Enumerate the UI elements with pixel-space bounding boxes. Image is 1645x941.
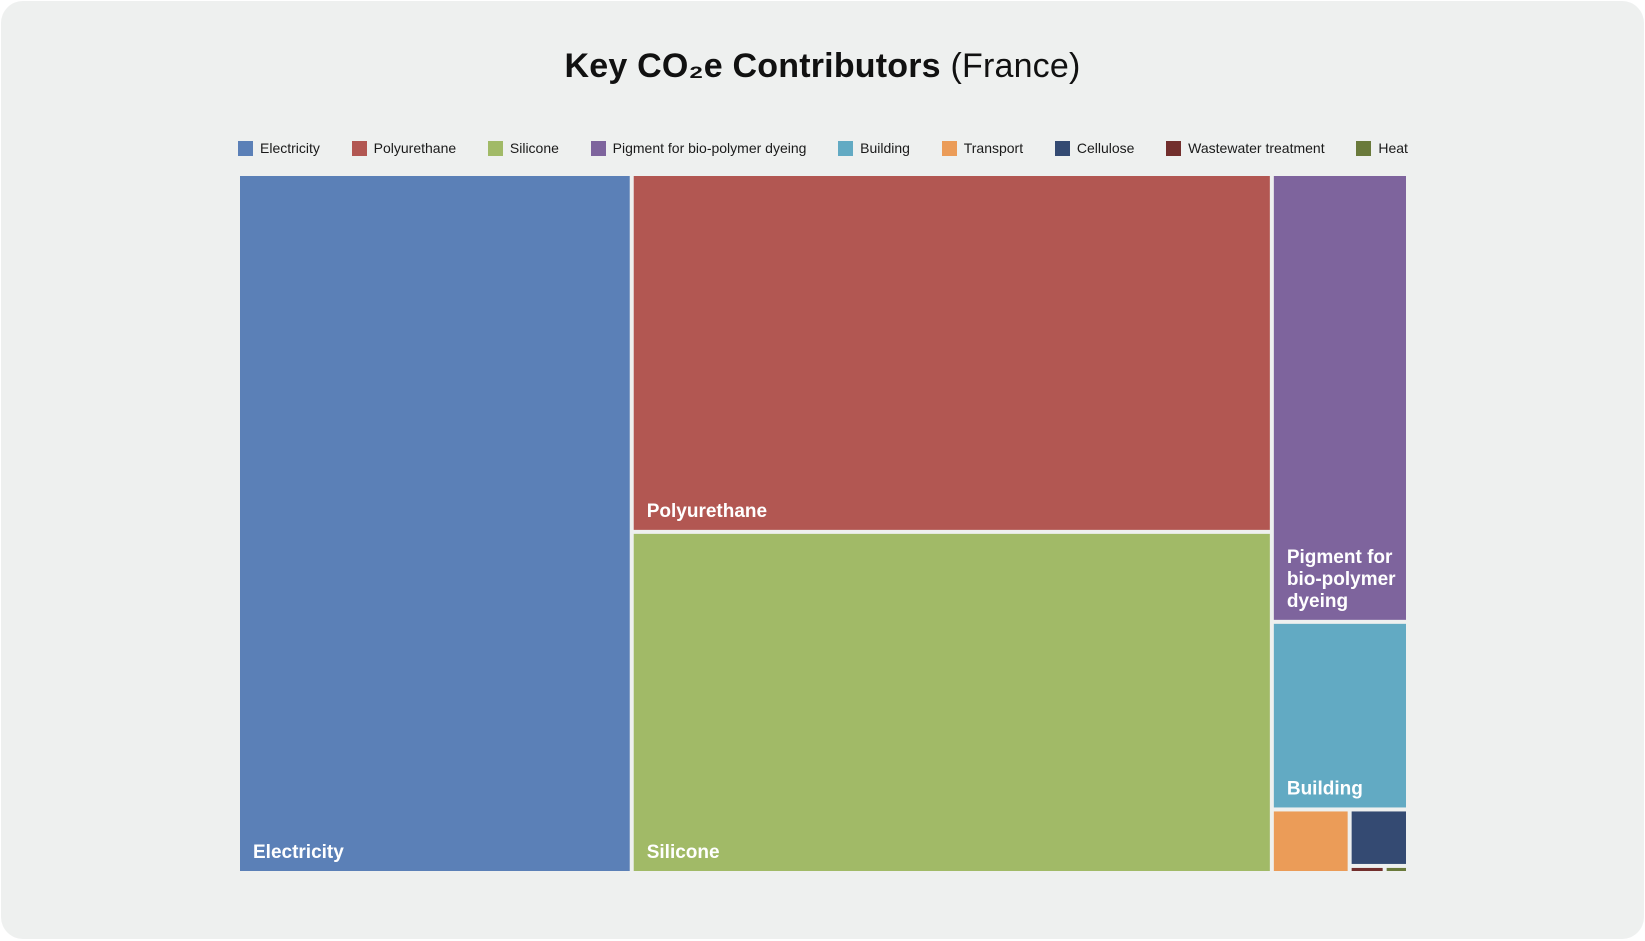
legend-swatch [1166,140,1182,156]
legend-swatch [238,140,253,156]
chart-legend: Electricity Polyurethane Silicone Pigmen… [238,138,1408,158]
legend-label: Silicone [509,140,559,156]
legend-label: Cellulose [1076,140,1135,156]
treemap-tile-polyurethane[interactable] [633,176,1270,530]
treemap-tile-electricity[interactable] [240,176,630,871]
legend-label: Pigment for bio-polymer dyeing [612,140,807,156]
treemap-label-pigment-for-bio-polymer-dyeing: Pigment for bio-polymer dyeing [1287,547,1396,612]
legend-label: Wastewater treatment [1188,140,1325,156]
legend-item-silicone[interactable]: Silicone [487,140,559,156]
legend-swatch [1054,140,1070,156]
treemap-tile-wastewater-treatment[interactable] [1351,867,1383,871]
legend-label: Polyurethane [373,140,457,156]
legend-label: Heat [1378,140,1408,156]
treemap-label-building: Building [1287,778,1363,799]
treemap-tile-transport[interactable] [1273,811,1348,871]
treemap-tile-cellulose[interactable] [1351,811,1406,864]
legend-item-transport[interactable]: Transport [941,140,1024,156]
legend-swatch [838,140,854,156]
treemap-label-silicone: Silicone [647,842,720,863]
legend-item-pigment[interactable]: Pigment for bio-polymer dyeing [590,140,807,156]
legend-item-building[interactable]: Building [838,140,910,156]
legend-item-electricity[interactable]: Electricity [238,140,320,156]
treemap-label-electricity: Electricity [253,842,344,863]
legend-swatch [351,140,367,156]
legend-label: Electricity [260,140,320,156]
legend-item-polyurethane[interactable]: Polyurethane [351,140,457,156]
legend-item-wastewater[interactable]: Wastewater treatment [1166,140,1325,156]
treemap-tile-pigment-for-bio-polymer-dyeing[interactable] [1273,176,1406,620]
chart-title: Key CO₂e Contributors (France) [1,47,1644,86]
legend-swatch [590,140,606,156]
treemap-tile-heat[interactable] [1386,867,1406,871]
treemap-tile-silicone[interactable] [633,533,1270,871]
chart-title-sub: (France) [950,47,1081,85]
legend-label: Transport [963,140,1024,156]
legend-item-cellulose[interactable]: Cellulose [1054,140,1135,156]
treemap-tile-building[interactable] [1273,623,1406,808]
legend-swatch [941,140,957,156]
legend-swatch [487,140,503,156]
legend-swatch [1356,140,1372,156]
legend-item-heat[interactable]: Heat [1356,140,1408,156]
chart-title-main: Key CO₂e Contributors [564,47,941,85]
legend-label: Building [860,140,910,156]
treemap-label-polyurethane: Polyurethane [647,501,767,522]
